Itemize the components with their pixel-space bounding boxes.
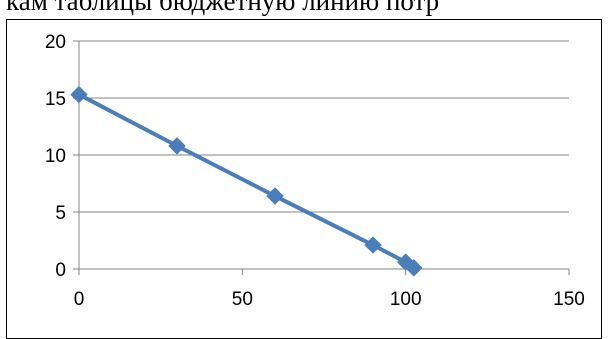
x-tick-label-150: 150 [553, 289, 585, 310]
document-text-fragment: кам таблицы бюджетную линию потр [6, 0, 440, 16]
data-point-marker [168, 137, 186, 155]
y-tick-label-0: 0 [55, 260, 66, 281]
data-point-marker [364, 236, 382, 254]
data-point-marker [266, 187, 284, 205]
y-tick-label-15: 15 [45, 89, 66, 110]
axes [73, 40, 570, 275]
data-point-marker [405, 259, 423, 277]
y-tick-label-10: 10 [45, 146, 66, 167]
data-point-marker [70, 85, 88, 104]
gridlines [79, 40, 569, 213]
x-tick-label-100: 100 [390, 289, 422, 310]
y-tick-label-20: 20 [45, 32, 66, 53]
x-tick-label-50: 50 [232, 289, 253, 310]
y-tick-label-5: 5 [55, 203, 66, 224]
chart-frame [6, 19, 602, 339]
budget-line-chart: 0 5 10 15 20 0 50 100 150 [45, 32, 585, 310]
series [70, 85, 423, 277]
tick-labels: 0 5 10 15 20 0 50 100 150 [45, 32, 585, 310]
x-tick-label-0: 0 [74, 289, 85, 310]
series-line-0 [77, 92, 416, 270]
